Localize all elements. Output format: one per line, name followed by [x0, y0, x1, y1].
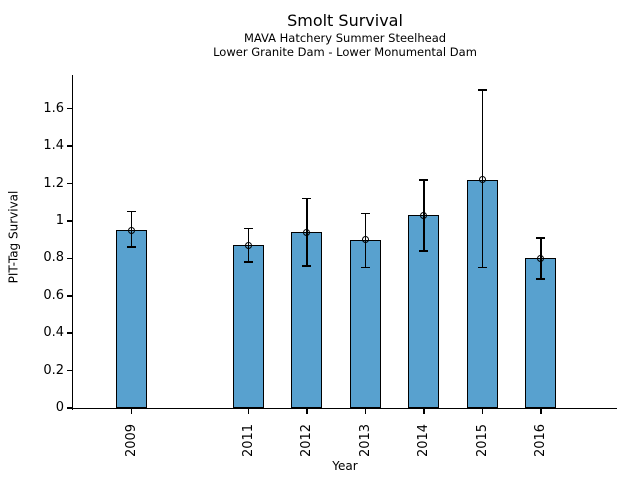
y-tick-0.4 [67, 332, 72, 334]
marker-2012 [303, 228, 311, 236]
bar-2016 [525, 258, 557, 408]
x-tick-2015 [481, 409, 484, 414]
x-tick-label-2013: 2013 [357, 423, 373, 457]
bar-2012 [291, 232, 323, 408]
y-tick-label-0.8: 0.8 [43, 250, 64, 266]
y-tick-1.2 [67, 182, 72, 185]
y-tick-0.6 [67, 295, 72, 297]
x-tick-2011 [247, 409, 250, 414]
y-tick-0.2 [67, 369, 72, 372]
error-cap-bottom-2016 [536, 278, 546, 280]
y-tick-label-0: 0 [55, 400, 64, 415]
y-tick-1.6 [67, 107, 72, 110]
error-cap-bottom-2009 [126, 246, 136, 248]
y-tick-label-1.6: 1.6 [43, 100, 64, 116]
error-cap-top-2009 [126, 210, 136, 213]
x-tick-label-2011: 2011 [240, 423, 256, 457]
y-tick-0.8 [67, 257, 72, 260]
marker-2011 [244, 241, 252, 249]
error-cap-bottom-2012 [302, 265, 312, 267]
error-cap-top-2012 [302, 197, 312, 200]
y-tick-label-0.4: 0.4 [43, 325, 64, 341]
error-cap-bottom-2011 [243, 261, 253, 263]
bar-2011 [232, 245, 264, 408]
title-block: Smolt Survival MAVA Hatchery Summer Stee… [73, 11, 617, 59]
y-tick-1 [67, 220, 72, 222]
y-tick-0 [67, 407, 72, 409]
error-cap-top-2011 [243, 227, 253, 230]
y-tick-label-1.4: 1.4 [43, 138, 64, 154]
error-cap-top-2016 [536, 236, 546, 239]
y-tick-label-1.2: 1.2 [43, 175, 64, 191]
error-cap-bottom-2014 [419, 250, 429, 252]
marker-2009 [127, 226, 135, 234]
y-tick-1.4 [67, 145, 72, 147]
marker-2013 [361, 236, 369, 244]
marker-2016 [537, 254, 545, 262]
error-cap-top-2014 [419, 178, 429, 181]
bar-2009 [115, 230, 147, 408]
x-tick-label-2012: 2012 [299, 423, 315, 457]
chart-subtitle-line2: Lower Granite Dam - Lower Monumental Dam [213, 45, 477, 59]
error-cap-bottom-2013 [360, 266, 370, 269]
x-tick-label-2014: 2014 [416, 423, 432, 457]
left-spine [71, 75, 73, 410]
chart-subtitle-line1: MAVA Hatchery Summer Steelhead [243, 31, 447, 45]
x-tick-2013 [364, 409, 367, 414]
y-tick-label-1: 1 [55, 212, 64, 228]
marker-2014 [420, 211, 428, 219]
y-tick-label-0.2: 0.2 [43, 362, 64, 378]
x-tick-label-2016: 2016 [533, 423, 549, 457]
x-axis-label: Year [332, 459, 358, 473]
marker-2015 [478, 176, 486, 184]
error-cap-top-2013 [360, 212, 370, 215]
x-tick-label-2015: 2015 [474, 423, 490, 457]
error-cap-bottom-2015 [477, 266, 487, 269]
chart-title: Smolt Survival [287, 11, 403, 30]
x-tick-2014 [423, 409, 425, 414]
x-tick-2009 [130, 409, 133, 414]
bottom-spine [71, 407, 617, 409]
x-tick-label-2009: 2009 [123, 423, 139, 457]
x-tick-2016 [540, 409, 542, 414]
error-cap-top-2015 [477, 89, 487, 91]
y-tick-label-0.6: 0.6 [43, 287, 64, 303]
x-tick-2012 [306, 409, 308, 414]
